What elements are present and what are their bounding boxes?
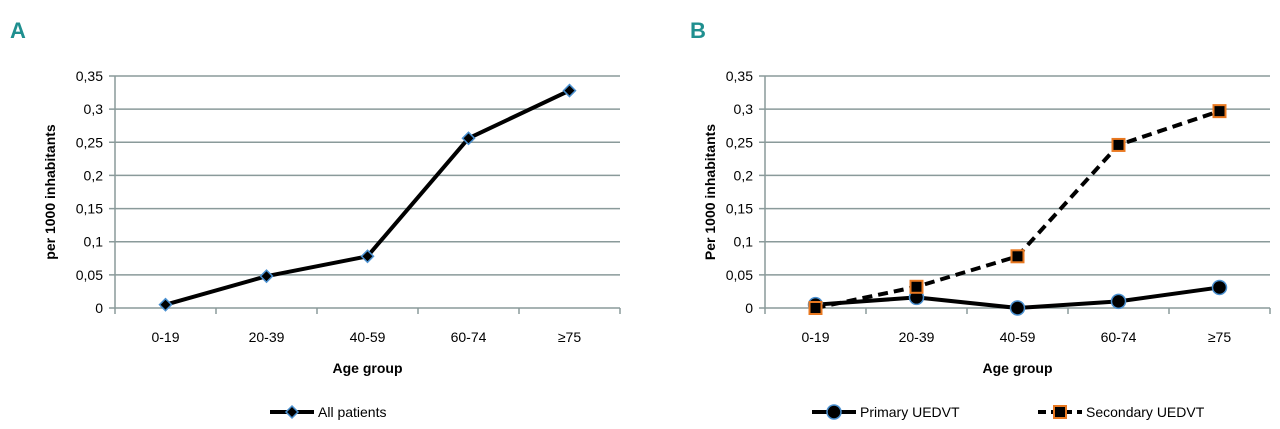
chart-panel-A: A 0 0,05 0,1 0,15 0,2 0,25 0,3 0,35 0-19 20-39 40-5… [10, 18, 621, 420]
legend-label: Secondary UEDVT [1086, 404, 1205, 420]
x-tick-label: 0-19 [801, 329, 829, 345]
y-tick-label: 0,05 [726, 267, 753, 283]
data-point [1010, 249, 1025, 264]
chart-panel-B: B 0 0,05 0,1 0,15 0,2 0,25 0,3 0,35 0-19 20-39 40-5… [690, 18, 1271, 420]
y-tick-label: 0,05 [76, 267, 103, 283]
legend-label: All patients [318, 404, 386, 420]
y-tick-label: 0,3 [734, 101, 754, 117]
x-tick-label: 20-39 [899, 329, 935, 345]
x-tick-label: ≥75 [558, 329, 581, 345]
panel-label: A [10, 18, 26, 43]
y-axis-label: Per 1000 inhabitants [702, 124, 718, 260]
data-point [461, 131, 476, 146]
legend-marker [826, 404, 842, 420]
legend-marker [1053, 405, 1067, 419]
y-axis-label: per 1000 inhabitants [42, 124, 58, 260]
x-tick-label: 60-74 [451, 329, 487, 345]
data-point [1111, 137, 1126, 152]
series-line-1 [815, 109, 1221, 310]
x-axis-label: Age group [333, 360, 403, 376]
x-tick-label: 0-19 [151, 329, 179, 345]
y-tick-label: 0,15 [726, 201, 753, 217]
data-point [909, 279, 924, 294]
y-tick-label: 0,2 [84, 167, 104, 183]
y-tick-label: 0,1 [84, 234, 104, 250]
x-tick-label: 60-74 [1101, 329, 1137, 345]
legend-marker [284, 404, 300, 420]
y-tick-label: 0,15 [76, 201, 103, 217]
x-tick-label: 40-59 [1000, 329, 1036, 345]
x-axis-label: Age group [983, 360, 1053, 376]
data-point [1009, 300, 1026, 316]
y-tick-label: 0,35 [76, 68, 103, 84]
y-tick-label: 0,35 [726, 68, 753, 84]
y-tick-label: 0,2 [734, 167, 754, 183]
y-tick-label: 0 [745, 300, 753, 316]
y-tick-label: 0,25 [76, 134, 103, 150]
data-point [1212, 104, 1227, 119]
data-point [562, 83, 577, 98]
data-point [360, 249, 375, 264]
x-tick-label: ≥75 [1208, 329, 1231, 345]
data-point [259, 269, 274, 284]
data-point [158, 297, 173, 312]
series-line-0 [164, 88, 571, 307]
panel-label: B [690, 18, 706, 43]
data-point [808, 301, 823, 315]
y-tick-label: 0,25 [726, 134, 753, 150]
y-tick-label: 0,3 [84, 101, 104, 117]
x-tick-label: 40-59 [350, 329, 386, 345]
x-tick-label: 20-39 [249, 329, 285, 345]
data-point [1211, 279, 1228, 296]
y-tick-label: 0 [95, 300, 103, 316]
data-point [1110, 293, 1127, 310]
y-tick-label: 0,1 [734, 234, 754, 250]
legend-label: Primary UEDVT [860, 404, 960, 420]
